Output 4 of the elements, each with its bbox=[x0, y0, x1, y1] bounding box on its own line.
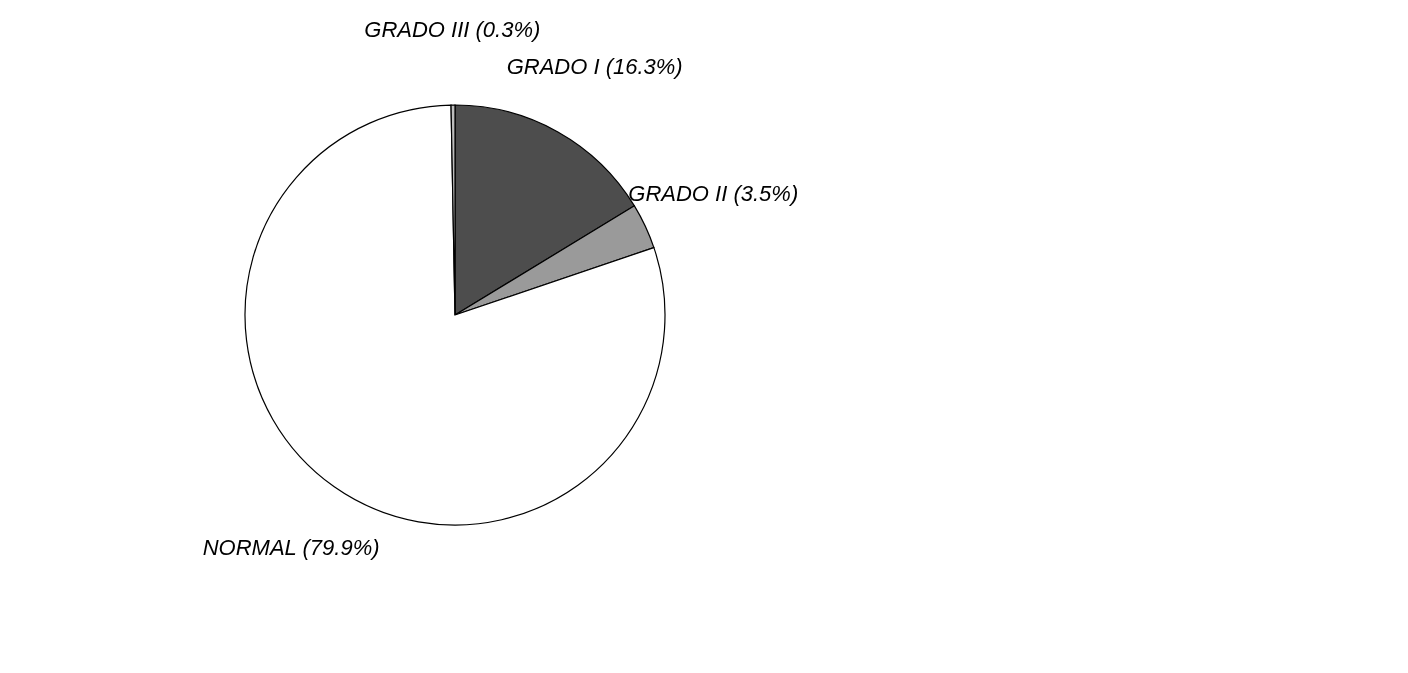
slice-label: NORMAL (79.9%) bbox=[202, 535, 380, 561]
slice-label: GRADO III (0.3%) bbox=[364, 17, 541, 43]
slice-label: GRADO II (3.5%) bbox=[628, 181, 799, 207]
slice-label: GRADO I (16.3%) bbox=[506, 53, 683, 79]
